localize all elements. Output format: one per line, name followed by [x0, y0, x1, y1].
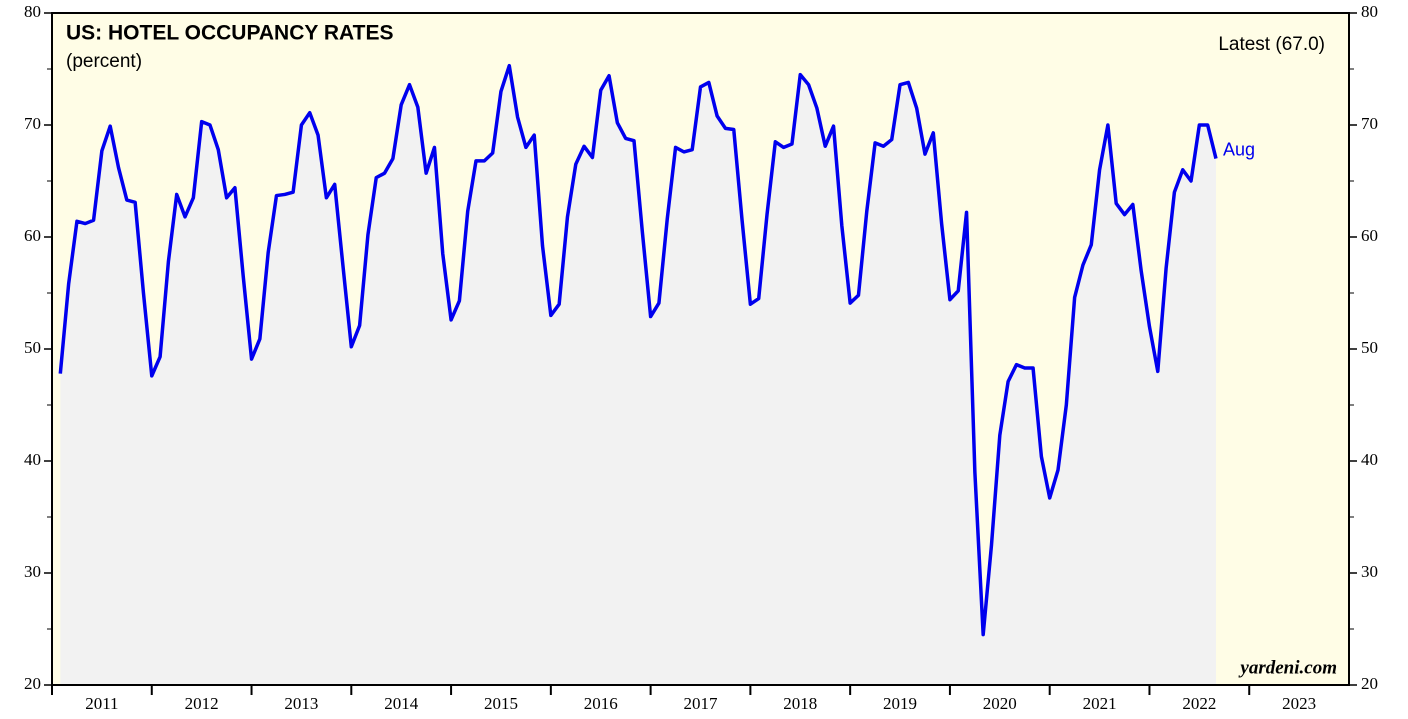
x-tick-label: 2012 [185, 694, 219, 713]
chart-subtitle: (percent) [66, 51, 142, 72]
x-tick-label: 2023 [1282, 694, 1316, 713]
source-label: yardeni.com [1238, 657, 1337, 678]
area-fill [60, 65, 1216, 685]
y2-tick-label: 50 [1361, 338, 1378, 357]
x-tick-label: 2017 [684, 694, 719, 713]
data-line [58, 63, 1218, 637]
y-tick-label: 40 [24, 450, 41, 469]
x-tick-label: 2011 [85, 694, 118, 713]
y2-tick-label: 60 [1361, 226, 1378, 245]
y2-tick-label: 20 [1361, 674, 1378, 693]
y-tick-label: 80 [24, 2, 41, 21]
end-label: Aug [1223, 139, 1255, 159]
x-tick-label: 2015 [484, 694, 518, 713]
chart-title: US: HOTEL OCCUPANCY RATES [66, 22, 393, 45]
x-tick-label: 2013 [284, 694, 318, 713]
y2-tick-label: 80 [1361, 2, 1378, 21]
x-tick-label: 2016 [584, 694, 618, 713]
y2-tick-label: 40 [1361, 450, 1378, 469]
x-tick-label: 2020 [983, 694, 1017, 713]
x-tick-label: 2019 [883, 694, 917, 713]
y-tick-label: 70 [24, 114, 41, 133]
y-tick-label: 50 [24, 338, 41, 357]
x-tick-label: 2022 [1182, 694, 1216, 713]
y2-tick-label: 70 [1361, 114, 1378, 133]
x-tick-label: 2021 [1083, 694, 1117, 713]
x-tick-label: 2014 [384, 694, 419, 713]
y-tick-label: 60 [24, 226, 41, 245]
y-tick-label: 30 [24, 562, 41, 581]
x-tick-label: 2018 [783, 694, 817, 713]
y2-tick-label: 30 [1361, 562, 1378, 581]
y-tick-label: 20 [24, 674, 41, 693]
latest-annotation: Latest (67.0) [1218, 34, 1325, 55]
